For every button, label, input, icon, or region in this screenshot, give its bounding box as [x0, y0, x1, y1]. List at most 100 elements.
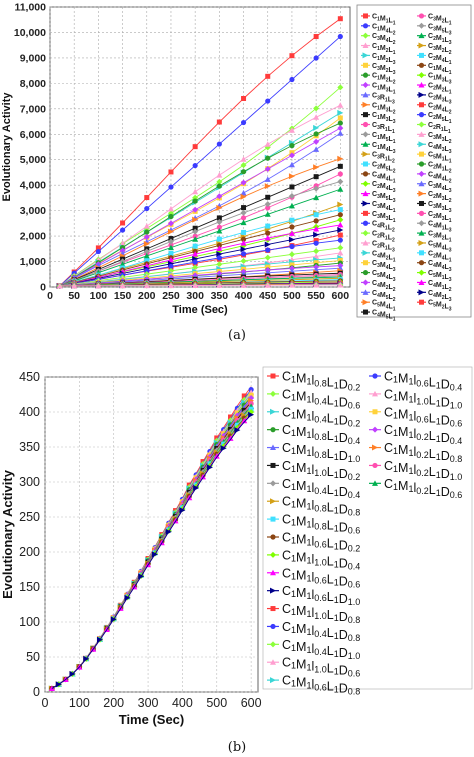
series-point-a: [216, 204, 223, 211]
legend-marker-a: [419, 200, 424, 206]
x-tick-label-a: 350: [211, 290, 229, 302]
legend-label-a: C2M5L2: [372, 162, 396, 175]
legend-marker-a: [362, 249, 369, 256]
series-point-a: [288, 193, 295, 200]
legend-label-a: C2M4L2: [428, 102, 452, 115]
chart-a: 0 50 100 150 200 250 300 350 400 450 500 550 600 0 1,0…: [1, 2, 472, 343]
legend-marker-a: [418, 32, 425, 39]
legend-marker-a: [419, 151, 424, 157]
legend-label-a: C2M4L3: [372, 181, 396, 194]
series-point-a: [240, 156, 247, 162]
series-point-b: [55, 681, 62, 688]
legend-marker-a: [418, 260, 425, 266]
legend-marker-a: [419, 299, 424, 305]
series-point-a: [337, 232, 343, 238]
series-point-a: [168, 169, 174, 175]
series-point-a: [216, 119, 222, 125]
series-point-a: [288, 173, 295, 180]
series-point-a: [56, 282, 63, 289]
legend-marker-b: [372, 462, 378, 469]
series-point-a: [337, 33, 343, 40]
series-point-a: [313, 131, 319, 137]
series-point-a: [95, 282, 102, 289]
series-point-a: [241, 95, 247, 101]
legend-marker-a: [363, 210, 368, 216]
legend-label-a: C4M2L2: [372, 280, 396, 293]
legend-label-a: C2M1L3: [428, 33, 452, 46]
legend-marker-b: [270, 569, 276, 576]
legend-label-a: C2R1L2: [372, 231, 395, 244]
series-point-a: [264, 165, 271, 172]
series-point-a: [313, 174, 319, 180]
legend-label-a: C1M2L3: [372, 53, 396, 66]
x-tick-label-a: 0: [47, 290, 53, 302]
x-tick-label-a: 300: [186, 290, 204, 302]
legend-marker-a: [362, 190, 369, 197]
series-point-a: [216, 236, 222, 242]
legend-label-a: C3M5L3: [372, 191, 396, 204]
legend-marker-b: [270, 587, 276, 594]
legend-label-b: C1M1l0.6L1D1.0: [282, 584, 360, 607]
legend-label-b: C1M1l0.8L1D0.2: [282, 370, 360, 393]
legend-label-a: C2M5L1: [428, 112, 452, 125]
legend-label-a: C4M4L3: [428, 260, 452, 273]
series-point-a: [337, 201, 344, 208]
series-point-a: [192, 144, 198, 150]
legend-marker-a: [362, 230, 369, 237]
y-tick-label-b: 50: [26, 650, 40, 664]
legend-marker-a: [362, 151, 369, 158]
series-point-a: [144, 258, 150, 264]
legend-label-a: C5M1L3: [428, 270, 452, 283]
series-point-a: [337, 186, 344, 192]
legend-marker-b: [270, 606, 276, 612]
x-tick-label-a: 50: [68, 290, 80, 302]
series-point-a: [240, 236, 247, 242]
series-point-a: [240, 215, 247, 221]
legend-marker-a: [419, 102, 424, 108]
legend-marker-a: [418, 220, 425, 227]
legend-marker-b: [270, 390, 276, 397]
legend-label-a: C2M3L3: [428, 92, 452, 105]
series-point-a: [313, 124, 320, 131]
series-point-b: [228, 414, 234, 420]
legend-marker-b: [270, 534, 276, 540]
legend-label-a: C3M2L3: [372, 63, 396, 76]
legend-marker-b: [270, 641, 276, 648]
legend-label-b: C1M1l0.2L1D0.4: [384, 423, 462, 446]
legend-marker-a: [362, 171, 369, 177]
legend-marker-a: [362, 23, 369, 29]
legend-marker-a: [418, 210, 425, 216]
legend-label-a: C3M2L1: [428, 231, 452, 244]
legend-marker-a: [418, 161, 425, 167]
legend-marker-a: [362, 52, 369, 59]
series-point-b: [193, 485, 200, 492]
series-point-a: [288, 236, 295, 243]
series-point-a: [264, 241, 271, 248]
series-point-a: [289, 76, 295, 83]
series-point-a: [265, 223, 271, 229]
series-point-a: [337, 115, 343, 121]
y-tick-label-a: 0: [40, 282, 46, 294]
series-point-a: [313, 34, 319, 40]
series-point-a: [192, 206, 199, 213]
series-point-a: [288, 251, 295, 258]
legend-marker-a: [418, 72, 425, 79]
legend-label-a: C3M4L3: [428, 181, 452, 194]
series-point-a: [192, 251, 199, 257]
legend-label-a: C4M4L1: [372, 171, 396, 184]
series-point-a: [216, 242, 222, 249]
series-point-a: [265, 230, 271, 236]
legend-label-a: C5M4L3: [372, 270, 396, 283]
legend-marker-a: [418, 279, 425, 285]
legend-label-a: C4M1L2: [428, 280, 452, 293]
legend-label-b: C1M1l0.4L1D0.8: [282, 620, 360, 643]
series-point-a: [143, 240, 150, 247]
series-point-a: [216, 172, 223, 178]
series-point-a: [313, 253, 320, 259]
series-point-b: [69, 670, 76, 677]
legend-marker-a: [362, 200, 369, 207]
legend-label-b: C1M1l0.4L1D1.0: [282, 638, 360, 661]
series-point-a: [289, 184, 295, 190]
legend-marker-b: [270, 677, 276, 684]
series-point-a: [337, 130, 344, 136]
